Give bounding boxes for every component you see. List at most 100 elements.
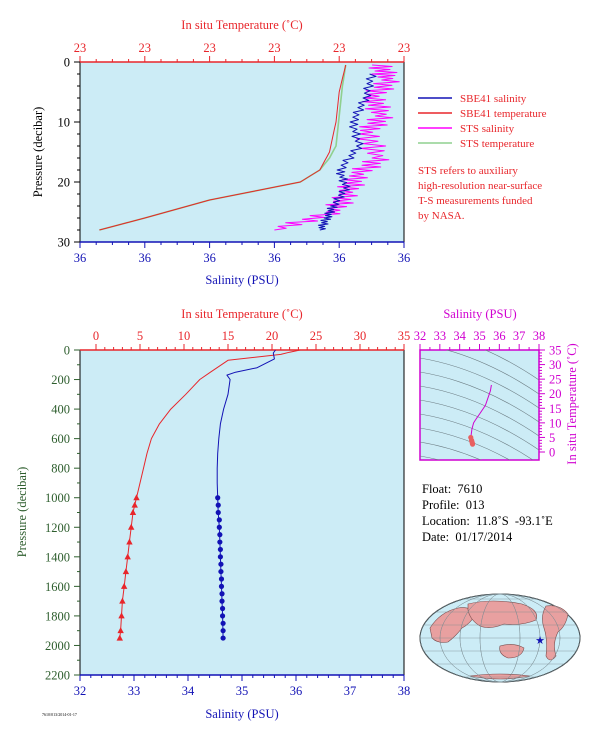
bottom-plot-area: [79, 349, 405, 676]
ts-plot-area: [419, 349, 540, 461]
bottom-temperature-axis-tick-label: 30: [354, 329, 367, 343]
temperature-marker: [129, 509, 137, 515]
ts-deep-marker: [469, 441, 476, 447]
salinity-marker: [220, 628, 226, 634]
temperature-marker: [120, 582, 128, 589]
ts-density-contour: [484, 350, 539, 381]
bottom-pressure-axis-tick-label: 1400: [45, 550, 70, 564]
bottom-salinity-axis-tick-label: 35: [236, 684, 249, 698]
bottom-temperature-axis-tick-label: 10: [178, 329, 191, 343]
profile-id: Profile: 013: [422, 498, 485, 512]
world-map: ★: [419, 593, 581, 683]
bottom-salinity-axis-tick-label: 33: [128, 684, 141, 698]
salinity-marker: [220, 620, 226, 626]
ts-density-contour: [420, 385, 539, 437]
temperature-marker: [119, 597, 126, 604]
top-legend: SBE41 salinity SBE41 temperature STS sal…: [418, 93, 547, 150]
ts-ylabel-temperature: In situ Temperature (˚C): [565, 343, 579, 464]
top-series-sbe41-temperature: [99, 64, 347, 231]
top-temperature-axis-tick-label: 23: [203, 41, 216, 55]
temperature-marker: [131, 501, 138, 508]
ts-salinity-axis-tick-label: 38: [533, 329, 546, 343]
top-plot-area: [79, 61, 405, 243]
float-location-marker: ★: [535, 635, 545, 647]
bottom-pressure-axis-tick-label: 0: [64, 344, 70, 358]
ts-density-contour: [420, 413, 534, 460]
map-land-australia: [499, 644, 525, 659]
ts-temperature-axis-tick-label: 30: [549, 358, 562, 372]
top-series-sbe41-salinity: [317, 73, 377, 231]
top-pressure-axis-tick-label: 0: [64, 56, 70, 70]
salinity-marker: [219, 598, 225, 604]
top-pressure-axis-tick-label: 30: [58, 236, 71, 250]
salinity-marker: [217, 532, 223, 538]
bottom-temperature-axis-tick-label: 0: [93, 329, 99, 343]
ts-density-contour: [420, 357, 539, 409]
bottom-axes: 0 5 10 15 20 25 30 35 32 33 34 35 36 37 38 0 200 400 600 80…: [45, 329, 410, 698]
bottom-pressure-axis-tick-label: 200: [51, 373, 70, 387]
temperature-marker: [116, 634, 123, 641]
ts-temperature-axis-tick-label: 5: [549, 431, 555, 445]
salinity-marker: [218, 568, 224, 575]
top-title-temperature: In situ Temperature (˚C): [181, 18, 302, 32]
bottom-pressure-axis-tick-label: 1200: [45, 521, 70, 535]
temperature-marker: [117, 627, 124, 634]
bottom-salinity-axis-tick-label: 36: [290, 684, 303, 698]
top-salinity-axis-tick-label: 36: [268, 251, 281, 265]
bottom-title-temperature: In situ Temperature (˚C): [181, 307, 302, 321]
top-axes: 23 23 23 23 23 23 36 36 36 36 36 36 0 10 20 30: [58, 41, 411, 265]
salinity-marker: [216, 524, 222, 530]
map-longitude-line: [419, 593, 581, 683]
ts-temperature-axis-tick-label: 0: [549, 446, 555, 460]
bottom-salinity-axis-tick-label: 38: [398, 684, 411, 698]
salinity-marker: [217, 539, 223, 545]
legend-label-sbe41-temperature: SBE41 temperature: [460, 108, 547, 120]
ts-density-contour: [420, 455, 441, 460]
ts-density-contour: [420, 427, 511, 460]
temperature-marker: [118, 612, 125, 619]
ts-salinity-axis-tick-label: 33: [434, 329, 447, 343]
salinity-marker: [217, 546, 223, 553]
top-salinity-axis-tick-label: 36: [74, 251, 87, 265]
top-series: [99, 64, 400, 231]
top-series-sts-salinity: [274, 64, 400, 231]
temperature-marker: [124, 553, 131, 560]
map-graticule: [419, 593, 581, 683]
top-temperature-axis-tick-label: 23: [268, 41, 281, 55]
bottom-pressure-axis-tick-label: 2200: [45, 669, 70, 683]
ts-salinity-axis-tick-label: 37: [513, 329, 526, 343]
salinity-marker: [218, 576, 225, 582]
bottom-pressure-axis-tick-label: 1600: [45, 580, 70, 594]
float-info: Float: 7610 Profile: 013 Location: 11.8˚…: [422, 481, 553, 545]
temperature-marker: [126, 538, 133, 545]
bottom-temperature-axis-tick-label: 20: [266, 329, 279, 343]
salinity-marker: [215, 495, 221, 501]
ts-series: [468, 384, 492, 447]
sts-note: STS refers to auxiliary high-resolution …: [418, 165, 542, 222]
top-pressure-axis-tick-label: 10: [58, 116, 71, 130]
bottom-salinity-axis-tick-label: 32: [74, 684, 87, 698]
map-land-americas: [542, 605, 569, 661]
top-temperature-axis-tick-label: 23: [333, 41, 346, 55]
ts-density-contour: [420, 441, 482, 460]
bottom-temperature-axis-tick-label: 5: [137, 329, 143, 343]
salinity-marker: [216, 517, 222, 523]
ts-density-contour: [420, 399, 539, 451]
salinity-marker: [218, 561, 224, 567]
bottom-xlabel-salinity: Salinity (PSU): [205, 707, 278, 721]
legend-label-sts-salinity: STS salinity: [460, 123, 515, 135]
salinity-marker: [219, 613, 226, 619]
bottom-temperature-axis-tick-label: 15: [222, 329, 235, 343]
bottom-pressure-axis-tick-label: 1800: [45, 609, 70, 623]
ts-temperature-axis-tick-label: 25: [549, 373, 562, 387]
bottom-series: [116, 349, 301, 641]
ts-temperature-axis-tick-label: 35: [549, 344, 562, 358]
top-temperature-axis-tick-label: 23: [139, 41, 152, 55]
top-temperature-axis-tick-label: 23: [398, 41, 411, 55]
top-salinity-axis-tick-label: 36: [333, 251, 346, 265]
bottom-salinity-axis-tick-label: 34: [182, 684, 195, 698]
sts-note-line-4: by NASA.: [418, 210, 465, 222]
top-salinity-axis-tick-label: 36: [139, 251, 152, 265]
location: Location: 11.8˚S -93.1˚E: [422, 514, 553, 528]
